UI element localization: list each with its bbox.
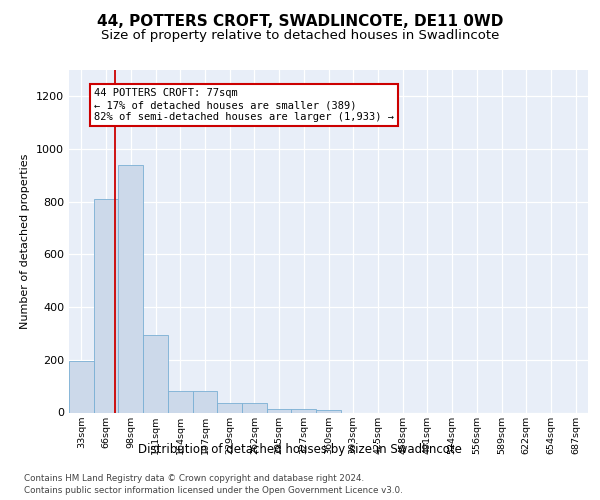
Bar: [143, 335, 168, 412]
Bar: [267, 408, 292, 412]
Bar: [217, 404, 242, 412]
Bar: [94, 199, 118, 412]
Text: Size of property relative to detached houses in Swadlincote: Size of property relative to detached ho…: [101, 29, 499, 42]
Bar: [69, 361, 94, 412]
Y-axis label: Number of detached properties: Number of detached properties: [20, 154, 31, 329]
Text: Contains HM Land Registry data © Crown copyright and database right 2024.: Contains HM Land Registry data © Crown c…: [24, 474, 364, 483]
Bar: [168, 392, 193, 412]
Text: 44 POTTERS CROFT: 77sqm
← 17% of detached houses are smaller (389)
82% of semi-d: 44 POTTERS CROFT: 77sqm ← 17% of detache…: [94, 88, 394, 122]
Bar: [242, 404, 267, 412]
Text: Distribution of detached houses by size in Swadlincote: Distribution of detached houses by size …: [138, 442, 462, 456]
Text: 44, POTTERS CROFT, SWADLINCOTE, DE11 0WD: 44, POTTERS CROFT, SWADLINCOTE, DE11 0WD: [97, 14, 503, 29]
Bar: [316, 410, 341, 412]
Text: Contains public sector information licensed under the Open Government Licence v3: Contains public sector information licen…: [24, 486, 403, 495]
Bar: [292, 408, 316, 412]
Bar: [193, 392, 217, 412]
Bar: [118, 165, 143, 412]
